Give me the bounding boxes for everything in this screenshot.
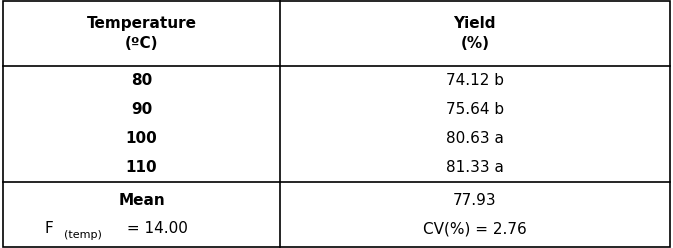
Text: 110: 110 (126, 160, 157, 175)
Text: 100: 100 (126, 131, 157, 146)
Text: = 14.00: = 14.00 (122, 221, 188, 236)
Text: 80.63 a: 80.63 a (446, 131, 503, 146)
Text: 81.33 a: 81.33 a (446, 160, 503, 175)
Text: 75.64 b: 75.64 b (446, 102, 504, 117)
Text: Temperature
(ºC): Temperature (ºC) (87, 16, 197, 51)
Text: 90: 90 (131, 102, 152, 117)
Text: 77.93: 77.93 (453, 193, 497, 208)
Text: CV(%) = 2.76: CV(%) = 2.76 (423, 221, 527, 236)
Text: Yield
(%): Yield (%) (454, 16, 496, 51)
Text: 74.12 b: 74.12 b (446, 73, 504, 88)
Text: F: F (45, 221, 54, 236)
Text: 80: 80 (131, 73, 152, 88)
Text: Mean: Mean (118, 193, 165, 208)
Text: (temp): (temp) (64, 230, 102, 240)
